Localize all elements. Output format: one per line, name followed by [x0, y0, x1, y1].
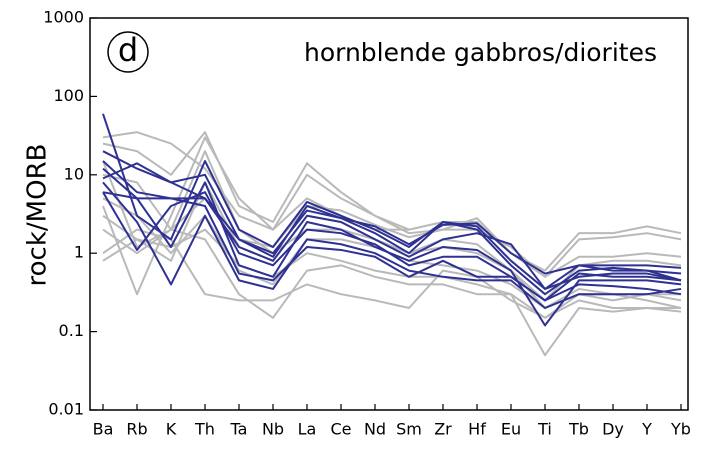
y-tick-label: 10 — [64, 164, 84, 183]
x-tick-label: Zr — [434, 420, 452, 439]
x-tick-label: Ti — [537, 420, 552, 439]
x-tick-label: Yb — [670, 420, 691, 439]
plot-frame — [89, 17, 689, 411]
x-tick-label: Hf — [468, 420, 486, 439]
x-tick-label: Ba — [93, 420, 114, 439]
x-tick-label: Dy — [602, 420, 624, 439]
annotation-circle — [107, 31, 149, 73]
y-axis-label: rock/MORB — [23, 144, 53, 287]
annotation: d — [118, 31, 138, 69]
chart-title: hornblende gabbros/diorites — [304, 38, 657, 67]
series-line — [102, 191, 682, 302]
x-tick-label: Ta — [230, 420, 248, 439]
x-tick-label: Nb — [262, 420, 284, 439]
y-tick-label: 0.01 — [48, 400, 84, 419]
series-line — [102, 131, 682, 272]
series-line — [102, 228, 681, 319]
y-tick-label: 1 — [74, 243, 84, 262]
series-line — [102, 191, 682, 282]
series-line — [102, 160, 682, 278]
x-tick-label: Nd — [364, 420, 386, 439]
x-tick-label: La — [298, 420, 317, 439]
y-tick-label: 1000 — [43, 8, 84, 27]
x-tick-label: Eu — [501, 420, 521, 439]
series-line — [102, 228, 682, 357]
x-tick-label: Rb — [126, 420, 147, 439]
series-line — [102, 160, 682, 302]
series-line — [102, 181, 682, 302]
series-line — [102, 181, 682, 309]
y-tick-label: 0.1 — [59, 321, 84, 340]
x-tick-label: K — [166, 420, 177, 439]
series-line — [102, 228, 681, 319]
series-line — [102, 162, 682, 290]
x-tick-label: Th — [194, 420, 215, 439]
series-line — [102, 150, 682, 296]
x-tick-label: Ce — [330, 420, 351, 439]
x-tick-label: Sm — [396, 420, 422, 439]
y-tick-label: 100 — [53, 86, 84, 105]
x-tick-label: Tb — [568, 420, 589, 439]
x-tick-label: Y — [641, 420, 652, 439]
